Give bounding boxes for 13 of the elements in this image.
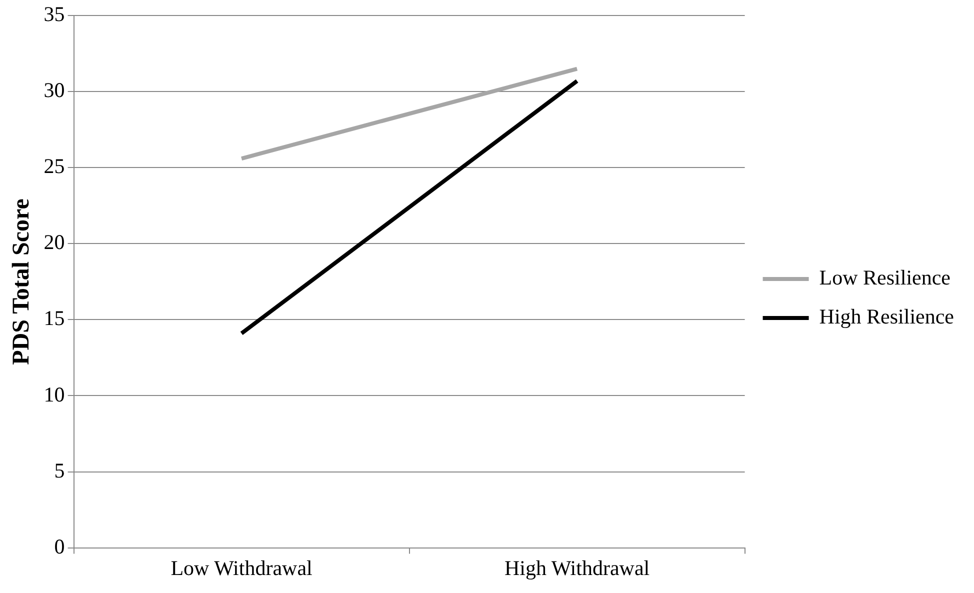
y-tick-label: 20 xyxy=(44,230,65,254)
legend-label: High Resilience xyxy=(819,304,954,329)
y-tick-label: 30 xyxy=(44,78,65,102)
legend-label: Low Resilience xyxy=(819,266,951,290)
y-tick-label: 25 xyxy=(44,154,65,178)
y-tick-label: 35 xyxy=(44,2,65,26)
y-tick-label: 15 xyxy=(44,306,65,330)
y-tick-label: 0 xyxy=(54,534,65,558)
y-tick-label: 5 xyxy=(54,458,65,482)
x-tick-label: High Withdrawal xyxy=(504,556,650,580)
y-axis-title: PDS Total Score xyxy=(8,198,35,365)
x-tick-label: Low Withdrawal xyxy=(170,556,313,580)
y-tick-label: 10 xyxy=(44,382,65,406)
